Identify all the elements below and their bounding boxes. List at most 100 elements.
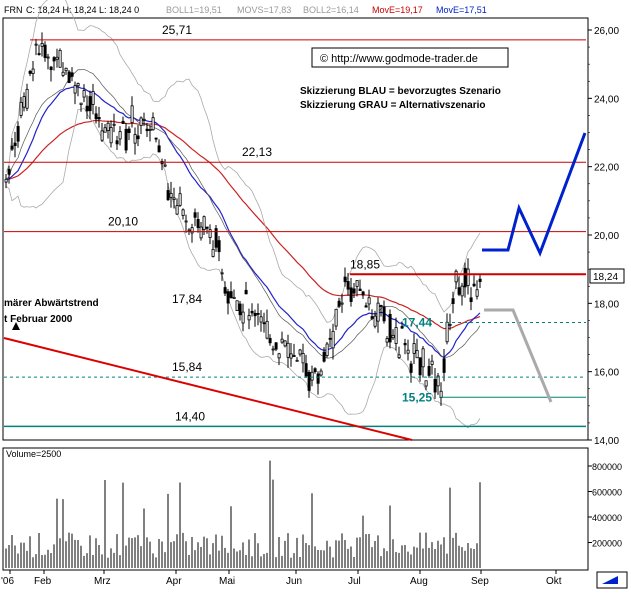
time-tick-label-0: '06 — [1, 576, 14, 587]
candle-body-93 — [283, 340, 287, 347]
candle-body-15 — [49, 66, 53, 71]
candle-body-1 — [7, 168, 11, 175]
candle-body-153 — [463, 267, 467, 288]
candle-body-126 — [382, 306, 386, 322]
candle-body-13 — [43, 44, 47, 58]
price-tick-label-5: 24,00 — [594, 94, 619, 105]
candle-body-107 — [325, 343, 329, 356]
candle-body-10 — [34, 43, 38, 46]
candle-body-6 — [22, 96, 26, 108]
watermark-box — [311, 47, 509, 68]
candle-body-65 — [199, 226, 203, 239]
candle-body-149 — [451, 298, 455, 304]
candle-body-47 — [145, 128, 149, 132]
candle-body-140 — [424, 380, 428, 387]
candle-body-98 — [298, 349, 302, 355]
candle-body-158 — [478, 278, 482, 283]
legend-blue: Skizzierung BLAU = bevorzugtes Szenario — [300, 86, 501, 97]
candle-body-20 — [64, 67, 68, 72]
level-label-8: 14,40 — [175, 409, 205, 423]
candle-body-96 — [292, 355, 296, 357]
candle-body-155 — [469, 297, 473, 303]
candle-body-85 — [259, 316, 263, 323]
level-label-1: 22,13 — [242, 145, 272, 159]
candle-body-112 — [340, 302, 344, 305]
candle-body-66 — [202, 216, 206, 230]
candle-body-69 — [211, 248, 215, 257]
ema-long-line — [5, 119, 481, 330]
candle-body-99 — [301, 353, 305, 364]
candle-body-50 — [154, 137, 158, 140]
candle-body-83 — [253, 312, 257, 317]
candle-body-67 — [205, 226, 209, 229]
watermark-text: © http://www.godmode-trader.de — [320, 53, 478, 65]
candle-body-152 — [460, 285, 464, 297]
candle-body-14 — [46, 56, 50, 59]
volume-tick-label-2: 600000 — [592, 488, 622, 498]
candle-body-106 — [322, 351, 326, 362]
candle-body-121 — [367, 297, 371, 305]
candle-body-84 — [256, 313, 260, 315]
candle-body-4 — [16, 125, 20, 142]
candle-body-57 — [175, 205, 179, 215]
candle-body-36 — [112, 123, 116, 126]
candle-body-127 — [385, 338, 389, 343]
candle-body-58 — [178, 193, 182, 206]
candle-body-82 — [250, 310, 254, 314]
candle-body-40 — [124, 128, 128, 151]
candle-body-23 — [73, 85, 77, 94]
candle-body-145 — [439, 390, 443, 398]
candle-body-111 — [337, 300, 341, 307]
candle-body-92 — [280, 338, 284, 343]
candle-body-117 — [355, 280, 359, 287]
candle-body-45 — [139, 117, 143, 127]
candle-body-32 — [100, 130, 104, 141]
candle-body-76 — [232, 296, 236, 300]
candle-body-130 — [394, 327, 398, 344]
candle-body-95 — [289, 353, 293, 359]
candle-body-103 — [313, 368, 317, 373]
price-panel-frame — [2, 17, 589, 441]
volume-tick-label-1: 400000 — [592, 513, 622, 523]
candle-body-22 — [70, 72, 74, 77]
candle-body-18 — [58, 50, 62, 68]
candle-body-7 — [25, 88, 29, 109]
price-axis: 14,00 16,00 18,00 20,00 22,00 24,00 26,00 — [588, 26, 619, 447]
level-label-4: 17,84 — [172, 292, 202, 306]
candle-body-86 — [262, 322, 266, 325]
candle-body-42 — [130, 105, 134, 123]
downtrend-line — [3, 337, 413, 441]
candle-body-154 — [466, 268, 470, 286]
candle-body-138 — [418, 357, 422, 376]
time-tick-label-3: Apr — [166, 576, 182, 587]
candle-body-21 — [67, 71, 71, 84]
trend-note-line2: t Februar 2000 — [4, 314, 73, 325]
time-tick-label-6: Jul — [348, 576, 361, 587]
candle-body-30 — [94, 113, 98, 120]
candle-body-62 — [190, 227, 194, 234]
volume-tick-label-3: 800000 — [592, 462, 622, 472]
candle-body-75 — [229, 291, 233, 298]
time-tick-label-5: Jun — [286, 576, 302, 587]
candle-body-150 — [454, 270, 458, 283]
candle-body-60 — [184, 220, 188, 223]
candle-body-90 — [274, 342, 278, 350]
candle-body-81 — [247, 315, 251, 321]
candle-body-55 — [169, 193, 173, 198]
candle-body-119 — [361, 291, 365, 296]
candle-body-120 — [364, 305, 368, 308]
candle-body-3 — [13, 142, 17, 147]
candle-body-79 — [241, 311, 245, 324]
time-tick-label-8: Sep — [471, 576, 489, 587]
indicator-lines — [5, 0, 481, 429]
candle-body-9 — [31, 68, 35, 74]
candle-body-33 — [103, 127, 107, 133]
candle-body-41 — [127, 128, 131, 134]
level-label-0: 25,71 — [162, 23, 192, 37]
volume-axis: 200000 400000 600000 800000 — [588, 462, 622, 549]
volume-tick-label-0: 200000 — [592, 539, 622, 549]
time-tick-label-9: Okt — [546, 576, 562, 587]
price-tick-label-3: 20,00 — [594, 231, 619, 242]
candle-body-115 — [349, 287, 353, 302]
